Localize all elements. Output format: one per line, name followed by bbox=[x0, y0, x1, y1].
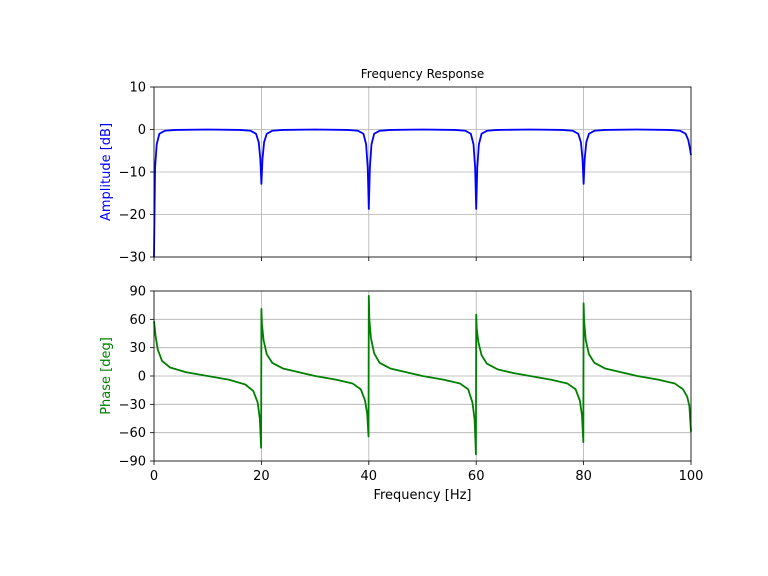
amplitude-series-line bbox=[153, 128, 692, 258]
phase-x-tick-label: 100 bbox=[679, 469, 704, 484]
phase-y-tick-label: −30 bbox=[119, 398, 146, 413]
amplitude-y-tick-label: −20 bbox=[119, 208, 146, 223]
phase-x-tick-label: 40 bbox=[361, 469, 378, 484]
phase-y-tick-label: 90 bbox=[129, 285, 146, 300]
amplitude-y-tick-label: 0 bbox=[138, 123, 146, 138]
phase-y-tick-label: −60 bbox=[119, 426, 146, 441]
amplitude-y-tick-label: −10 bbox=[119, 166, 146, 181]
x-axis-label: Frequency [Hz] bbox=[373, 488, 471, 503]
phase-y-tick-label: 0 bbox=[138, 370, 146, 385]
phase-x-tick-label: 0 bbox=[150, 469, 158, 484]
phase-y-tick-label: 60 bbox=[129, 313, 146, 328]
amplitude-y-tick-label: −30 bbox=[119, 251, 146, 266]
chart-title: Frequency Response bbox=[361, 67, 484, 81]
phase-y-tick-label: 30 bbox=[129, 341, 146, 356]
amplitude-y-axis-label: Amplitude [dB] bbox=[99, 123, 114, 221]
phase-y-tick-label: −90 bbox=[119, 455, 146, 470]
phase-series-line bbox=[153, 294, 692, 456]
phase-y-axis-label: Phase [deg] bbox=[99, 337, 114, 415]
phase-x-tick-label: 60 bbox=[468, 469, 485, 484]
phase-x-tick-label: 20 bbox=[253, 469, 270, 484]
phase-x-tick-label: 80 bbox=[575, 469, 592, 484]
amplitude-panel: −30 −20 −10 0 10 Frequency Response Amplitude … bbox=[99, 67, 692, 266]
amplitude-y-tick-label: 10 bbox=[129, 81, 146, 96]
phase-panel: 0 20 40 60 80 100 −90 −60 −30 0 30 60 90 Frequency [H… bbox=[99, 285, 703, 504]
